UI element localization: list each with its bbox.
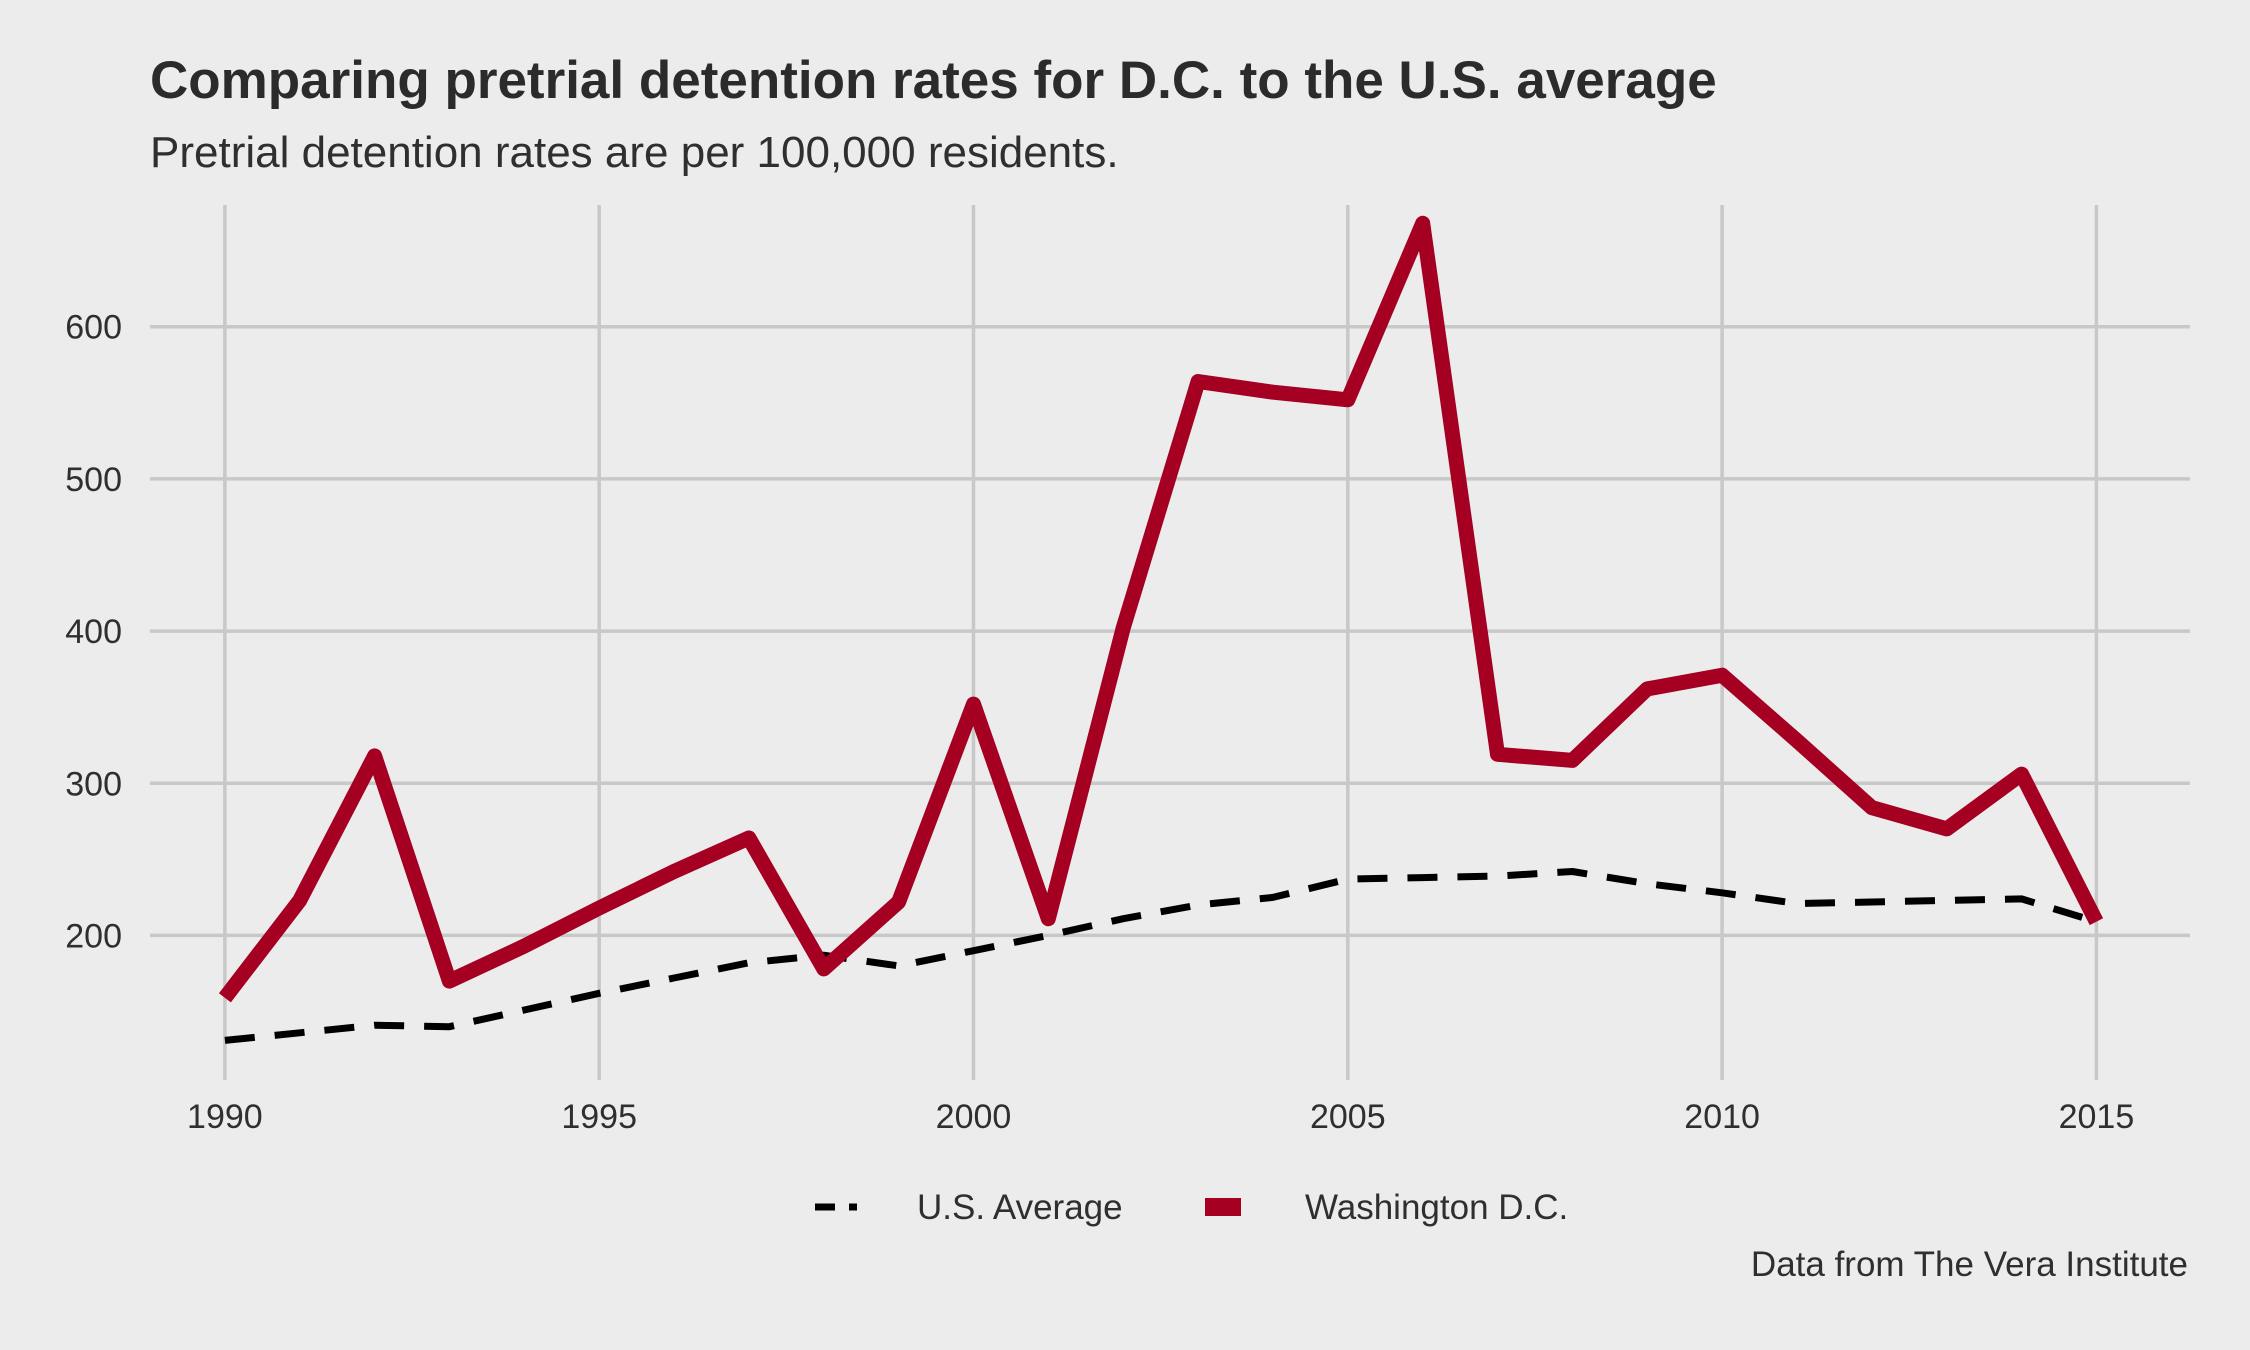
chart-title: Comparing pretrial detention rates for D…	[150, 51, 1717, 110]
x-tick-label: 2005	[1310, 1098, 1386, 1136]
y-tick-label: 200	[65, 917, 122, 955]
series-line-washington-d-c	[218, 215, 2104, 1003]
axis-tick-labels: 200 300 400 500 600 1990 1995 2000 2005 2010 2015	[65, 309, 2134, 1136]
y-tick-label: 300	[65, 765, 122, 803]
x-tick-label: 2010	[1684, 1098, 1760, 1136]
y-tick-label: 500	[65, 461, 122, 499]
series-lines	[218, 215, 2104, 1044]
x-tick-label: 1990	[187, 1098, 263, 1136]
legend-key-solid	[1205, 1198, 1241, 1216]
legend-label: Washington D.C.	[1305, 1188, 1568, 1227]
series-line-u-s-average	[224, 868, 2098, 1044]
chart-caption: Data from The Vera Institute	[1750, 1245, 2188, 1284]
chart-subtitle: Pretrial detention rates are per 100,000…	[150, 128, 1119, 177]
y-tick-label: 600	[65, 309, 122, 347]
grid-lines	[150, 205, 2190, 1080]
x-tick-label: 2000	[936, 1098, 1012, 1136]
x-tick-label: 1995	[561, 1098, 637, 1136]
y-tick-label: 400	[65, 613, 122, 651]
legend-label: U.S. Average	[917, 1188, 1123, 1227]
x-tick-label: 2015	[2059, 1098, 2135, 1136]
legend: U.S. Average Washington D.C.	[815, 1188, 1568, 1227]
